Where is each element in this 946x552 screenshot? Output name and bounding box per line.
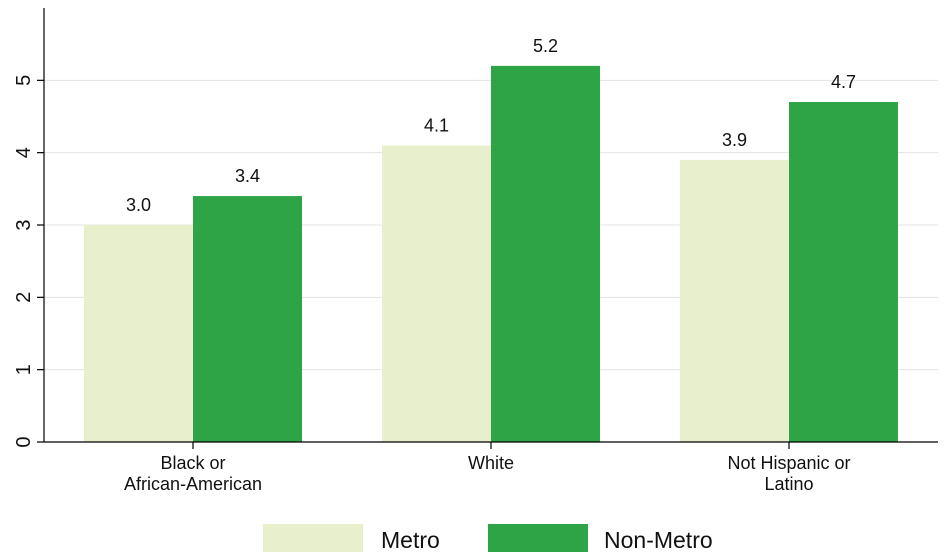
x-tick-label: African-American bbox=[124, 474, 262, 494]
y-tick-label: 1 bbox=[13, 364, 35, 375]
x-tick-label: White bbox=[468, 453, 514, 473]
legend-swatch-non-metro bbox=[488, 524, 588, 552]
y-axis-ticks: 0 1 2 3 4 5 bbox=[13, 75, 44, 448]
y-tick-label: 0 bbox=[13, 436, 35, 447]
bar-non-metro-2 bbox=[789, 102, 898, 443]
x-tick-label: Not Hispanic or bbox=[727, 453, 850, 473]
y-tick-label: 2 bbox=[13, 292, 35, 303]
bar-metro-1 bbox=[382, 145, 491, 442]
y-tick-label: 5 bbox=[13, 75, 35, 86]
legend-label: Metro bbox=[381, 527, 440, 552]
bar-value-label: 3.0 bbox=[126, 195, 151, 215]
legend-label: Non-Metro bbox=[604, 527, 713, 552]
bar-value-label: 3.9 bbox=[722, 130, 747, 150]
legend: Metro Non-Metro bbox=[263, 524, 713, 552]
bar-non-metro-0 bbox=[193, 196, 302, 442]
bar-non-metro-1 bbox=[491, 65, 600, 442]
x-tick-label: Latino bbox=[764, 474, 813, 494]
bar-value-labels: 3.0 3.4 4.1 5.2 3.9 4.7 bbox=[126, 36, 856, 215]
y-tick-label: 4 bbox=[13, 147, 35, 158]
bar-value-label: 3.4 bbox=[235, 166, 260, 186]
bar-metro-2 bbox=[680, 159, 789, 442]
bar-value-label: 5.2 bbox=[533, 36, 558, 56]
x-tick-label: Black or bbox=[160, 453, 225, 473]
bar-value-label: 4.7 bbox=[831, 72, 856, 92]
legend-swatch-metro bbox=[263, 524, 363, 552]
bar-metro-0 bbox=[84, 225, 193, 442]
bars bbox=[84, 65, 898, 443]
bar-value-label: 4.1 bbox=[424, 115, 449, 135]
y-tick-label: 3 bbox=[13, 219, 35, 230]
